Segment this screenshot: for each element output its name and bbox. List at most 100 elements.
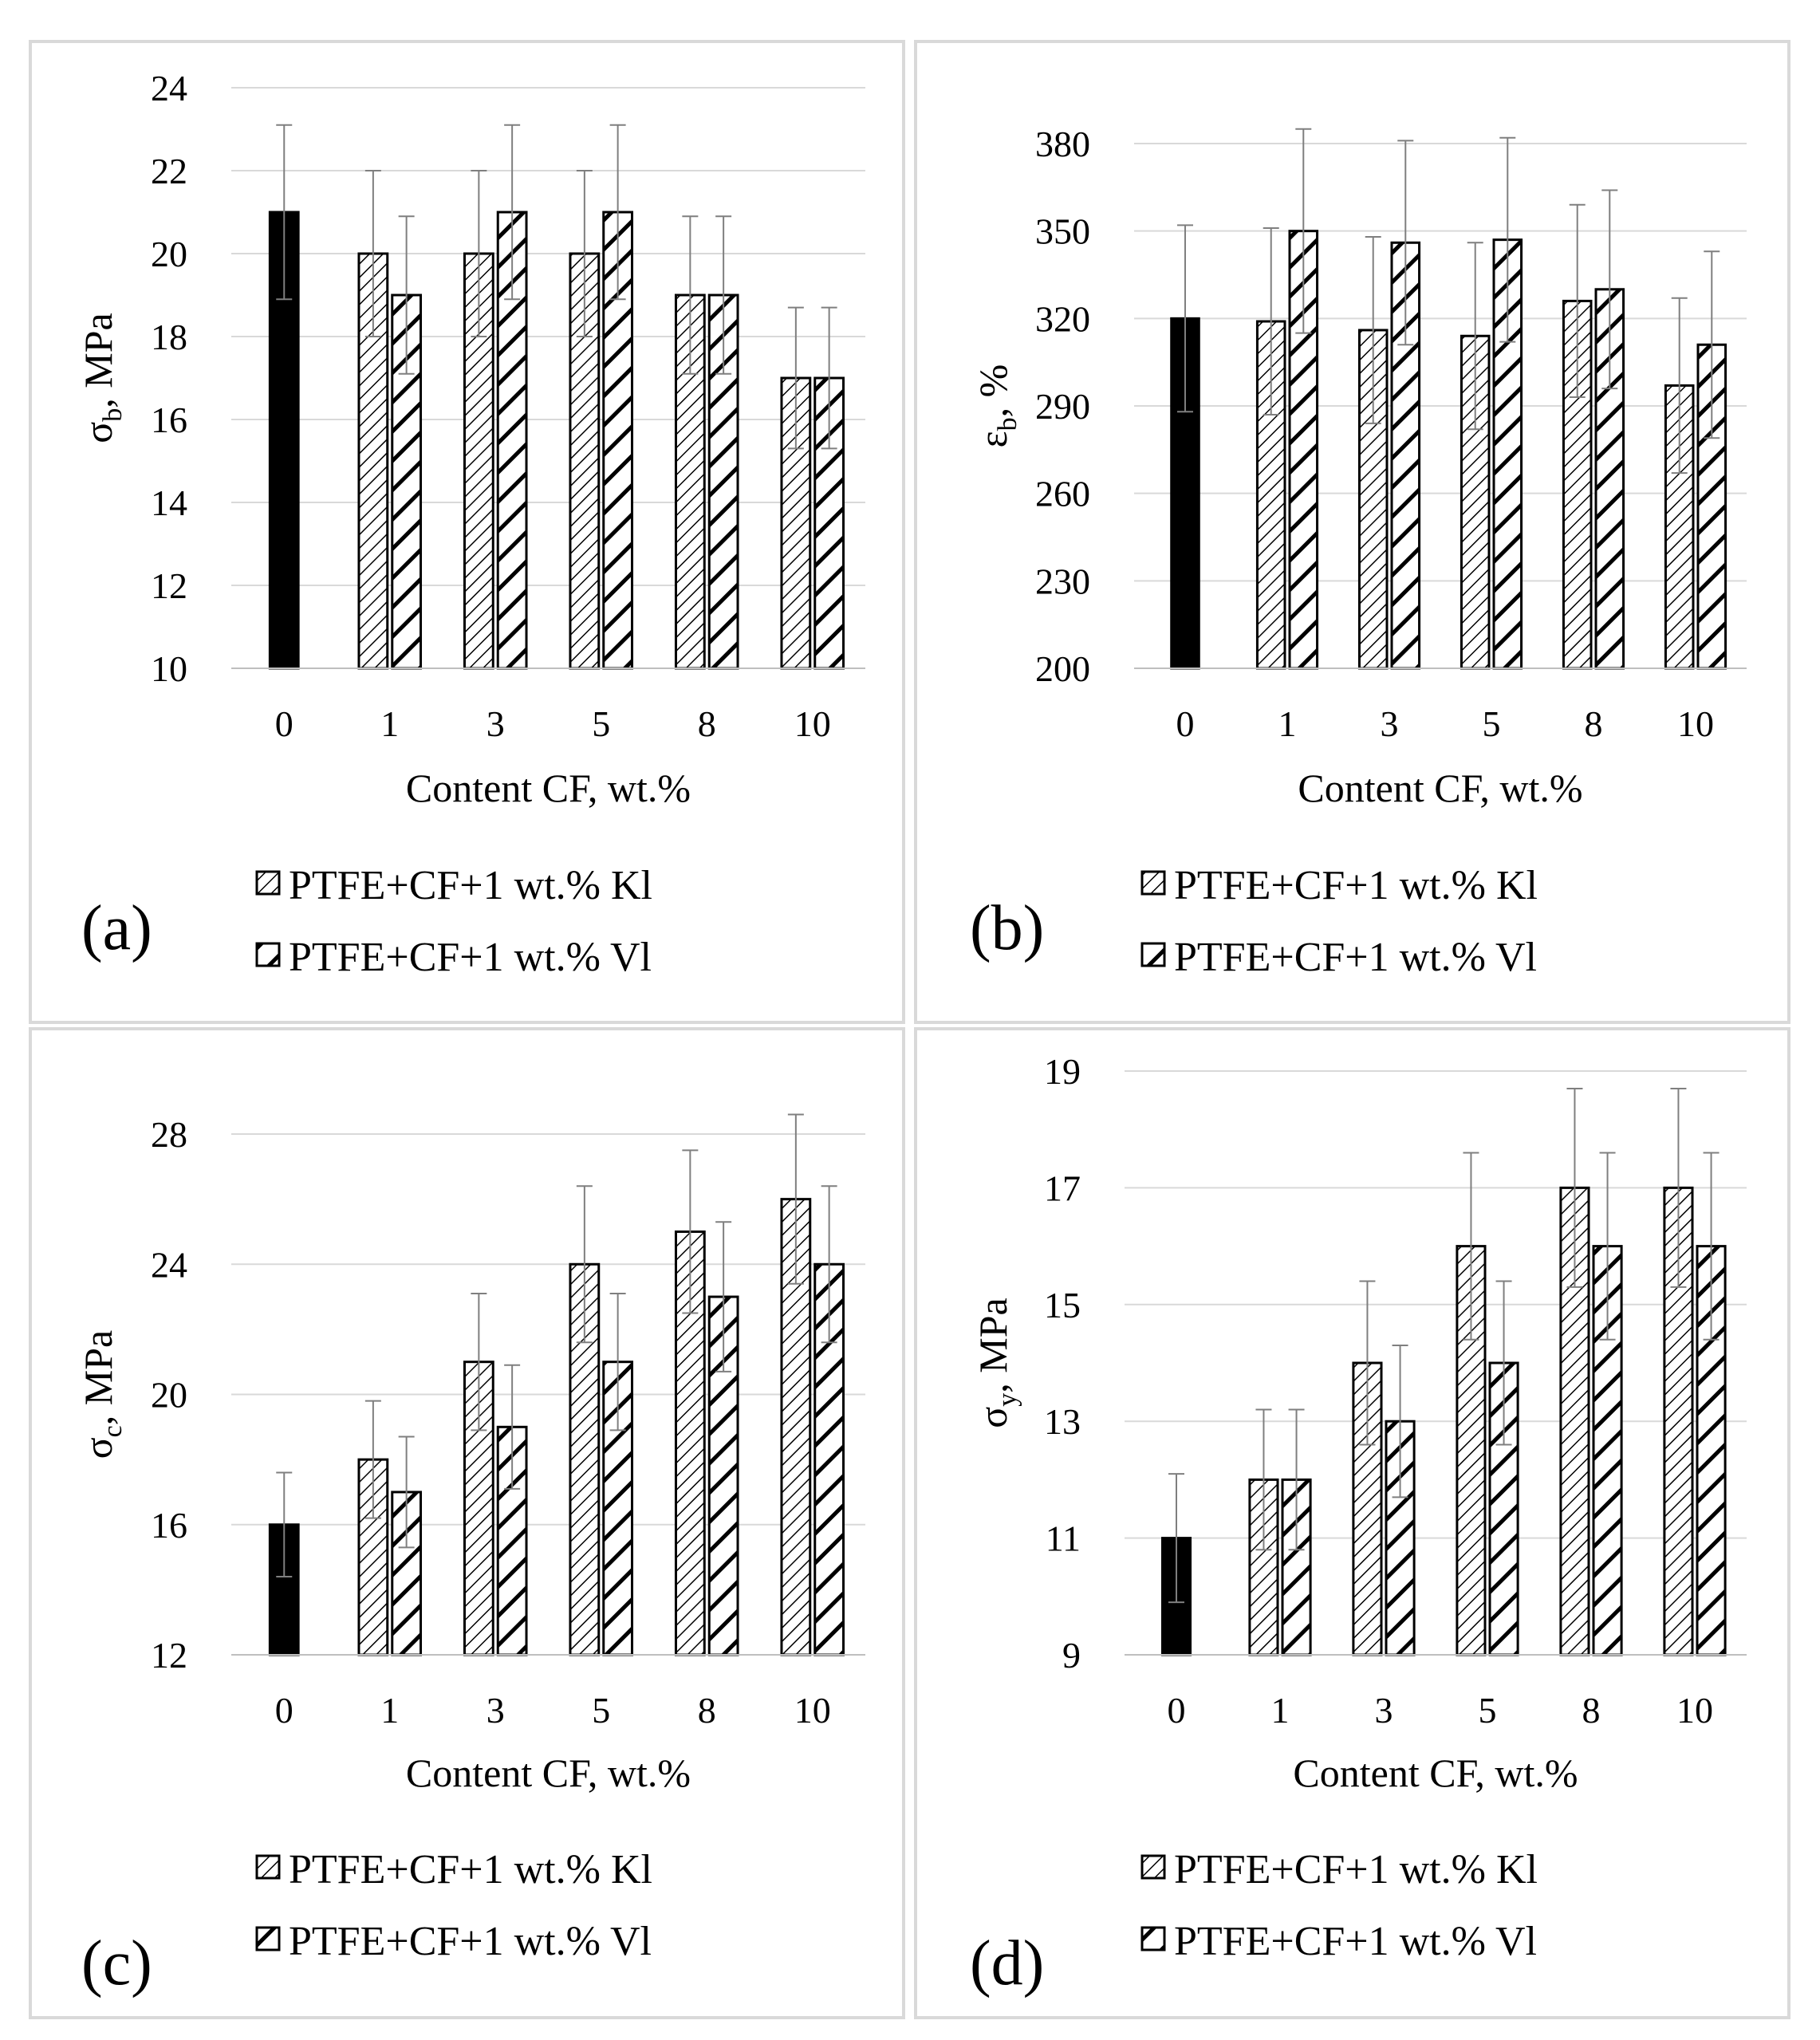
bar-vl — [1492, 238, 1523, 670]
x-tick-label: 5 — [1479, 1690, 1497, 1731]
x-tick-label: 1 — [380, 1690, 399, 1731]
y-tick-label: 16 — [151, 1505, 187, 1546]
x-tick-label: 1 — [1278, 703, 1297, 744]
y-axis-title: εb, % — [971, 364, 1022, 448]
legend-label-kl: PTFE+CF+1 wt.% Kl — [1174, 863, 1538, 908]
panel-border — [914, 40, 1790, 1024]
y-axis-subscript: c — [98, 1425, 128, 1437]
y-axis-symbol: σ — [76, 1437, 120, 1459]
chart-panel-c: 12 16 20 24 28 0 1 3 5 8 10 Content CF, wt.% σc, MPa… — [29, 1027, 905, 2019]
y-tick-label: 12 — [151, 565, 187, 606]
y-tick-label: 9 — [1062, 1635, 1081, 1676]
x-tick-label: 8 — [1585, 703, 1603, 744]
y-axis-subscript: b — [993, 417, 1022, 431]
y-axis-unit: , MPa — [971, 1298, 1015, 1392]
y-tick-label: 290 — [1035, 386, 1090, 427]
y-tick-label: 24 — [151, 68, 187, 108]
legend-swatch-kl — [255, 1854, 281, 1880]
y-tick-label: 17 — [1044, 1168, 1081, 1208]
y-tick-label: 260 — [1035, 474, 1090, 514]
panel-label: (c) — [81, 1928, 152, 1999]
x-tick-label: 0 — [1168, 1690, 1186, 1731]
x-tick-label: 8 — [1582, 1690, 1601, 1731]
y-tick-label: 350 — [1035, 211, 1090, 252]
legend-swatch-kl — [255, 870, 281, 896]
panel-border — [29, 40, 905, 1024]
y-tick-label: 22 — [151, 151, 187, 191]
x-axis-title: Content CF, wt.% — [1293, 1751, 1578, 1795]
y-tick-label: 20 — [151, 1375, 187, 1416]
chart-panel-b: 200 230 260 290 320 350 380 0 1 3 5 8 10 Content CF, … — [914, 40, 1790, 1024]
x-tick-label: 1 — [1271, 1690, 1290, 1731]
y-tick-label: 16 — [151, 400, 187, 440]
legend-label-kl: PTFE+CF+1 wt.% Kl — [1174, 1847, 1538, 1892]
x-tick-label: 5 — [592, 1690, 610, 1731]
y-axis-subscript: y — [993, 1393, 1022, 1407]
x-tick-label: 10 — [794, 1690, 831, 1731]
x-tick-label: 3 — [1375, 1690, 1393, 1731]
y-tick-label: 20 — [151, 234, 187, 274]
x-tick-label: 0 — [275, 1690, 293, 1731]
x-tick-label: 10 — [1676, 1690, 1713, 1731]
y-axis-title: σy, MPa — [971, 1298, 1022, 1428]
panel-label: (a) — [81, 893, 152, 963]
y-axis-unit: , MPa — [76, 1330, 120, 1425]
chart-panel-a: 10 12 14 16 18 20 22 24 0 1 3 5 8 10 Content CF, wt.% σ… — [29, 40, 905, 1024]
panel-label: (d) — [970, 1928, 1044, 1999]
legend-label-kl: PTFE+CF+1 wt.% Kl — [289, 863, 652, 908]
x-tick-label: 3 — [487, 703, 505, 744]
x-tick-label: 0 — [275, 703, 293, 744]
legend-swatch-kl — [1140, 870, 1166, 896]
y-axis-title: σb, MPa — [76, 313, 128, 443]
y-tick-label: 320 — [1035, 298, 1090, 339]
y-axis-unit: , MPa — [76, 313, 120, 408]
legend-label-vl: PTFE+CF+1 wt.% Vl — [1174, 935, 1537, 980]
x-tick-label: 3 — [1381, 703, 1399, 744]
y-axis-symbol: ε — [971, 431, 1015, 447]
y-tick-label: 13 — [1044, 1401, 1081, 1442]
x-axis-title: Content CF, wt.% — [1298, 766, 1582, 810]
bar-ptfe — [268, 1523, 300, 1656]
y-axis-title: σc, MPa — [76, 1330, 128, 1459]
legend-swatch-vl — [255, 942, 281, 967]
legend-swatch-vl — [1140, 1926, 1166, 1951]
x-tick-label: 8 — [698, 703, 716, 744]
y-tick-label: 380 — [1035, 124, 1090, 164]
x-tick-label: 3 — [487, 1690, 505, 1731]
y-tick-label: 14 — [151, 482, 187, 523]
legend-label-vl: PTFE+CF+1 wt.% Vl — [289, 1919, 652, 1964]
y-tick-label: 24 — [151, 1244, 187, 1285]
y-tick-label: 11 — [1046, 1518, 1081, 1559]
y-tick-label: 28 — [151, 1114, 187, 1155]
x-axis-title: Content CF, wt.% — [406, 1751, 691, 1795]
y-tick-label: 15 — [1044, 1285, 1081, 1325]
legend-label-kl: PTFE+CF+1 wt.% Kl — [289, 1847, 652, 1892]
panel-border — [914, 1027, 1790, 2019]
y-tick-label: 230 — [1035, 561, 1090, 601]
panel-border — [29, 1027, 905, 2019]
y-axis-symbol: σ — [76, 422, 120, 443]
y-tick-label: 200 — [1035, 648, 1090, 689]
y-tick-label: 12 — [151, 1635, 187, 1676]
x-tick-label: 5 — [592, 703, 610, 744]
x-tick-label: 5 — [1483, 703, 1501, 744]
y-tick-label: 18 — [151, 317, 187, 357]
panel-label: (b) — [970, 893, 1044, 963]
legend-swatch-vl — [1140, 942, 1166, 967]
y-axis-subscript: b — [98, 408, 128, 422]
x-tick-label: 10 — [794, 703, 831, 744]
y-tick-label: 10 — [151, 648, 187, 689]
x-tick-label: 8 — [698, 1690, 716, 1731]
y-axis-unit: , % — [971, 364, 1015, 418]
x-tick-label: 10 — [1677, 703, 1714, 744]
legend-label-vl: PTFE+CF+1 wt.% Vl — [289, 935, 652, 980]
x-axis-title: Content CF, wt.% — [406, 766, 691, 810]
x-tick-label: 1 — [380, 703, 399, 744]
x-tick-label: 0 — [1176, 703, 1195, 744]
legend-swatch-vl — [255, 1926, 281, 1951]
legend-label-vl: PTFE+CF+1 wt.% Vl — [1174, 1919, 1537, 1964]
y-axis-symbol: σ — [971, 1407, 1015, 1428]
legend-swatch-kl — [1140, 1854, 1166, 1880]
